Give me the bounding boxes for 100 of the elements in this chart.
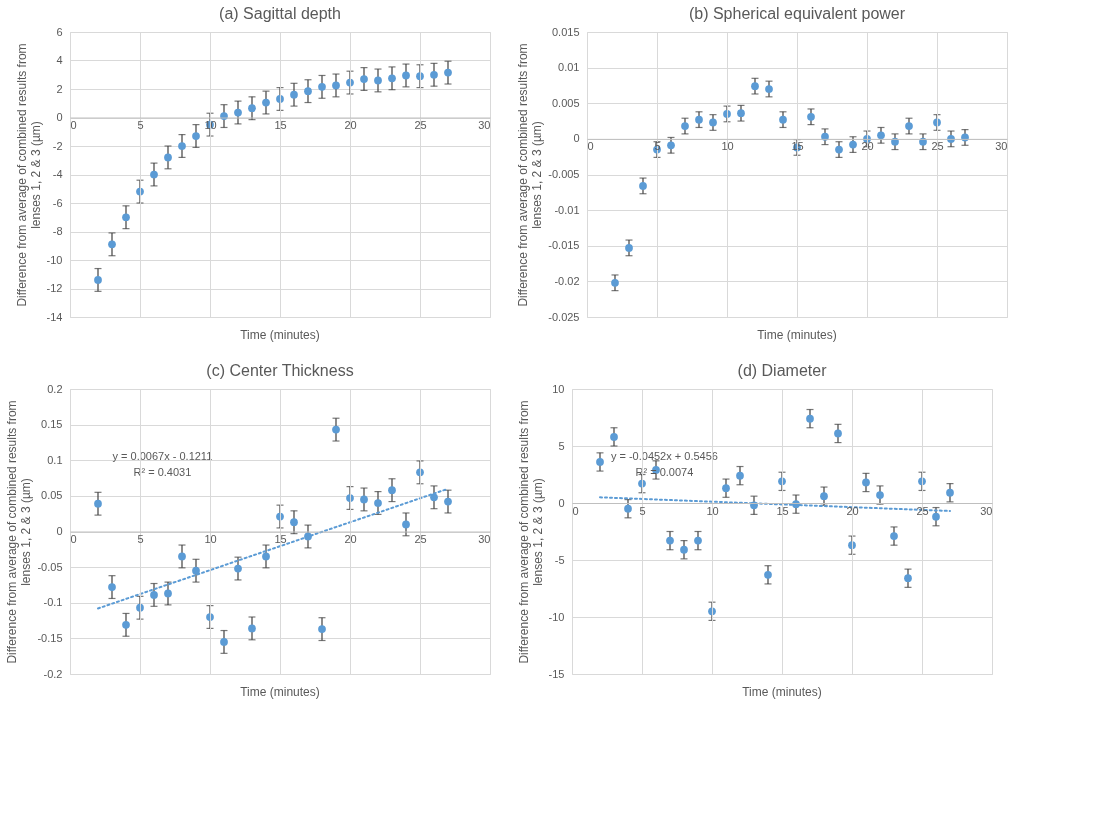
y-tick-label: 0.15 [41, 418, 63, 431]
y-tick-label: 0.05 [41, 489, 63, 502]
point [736, 471, 744, 480]
point [765, 85, 773, 93]
point [332, 81, 340, 90]
y-tick-label: 0 [56, 525, 63, 537]
point [835, 145, 843, 154]
y-tick-label: 6 [56, 25, 63, 38]
x-tick-label: 10 [204, 533, 217, 545]
point [220, 638, 228, 646]
chart-title: (d) Diameter [737, 362, 828, 379]
y-tick-label: -0.05 [37, 560, 63, 573]
point [849, 140, 857, 149]
y-tick-label: 0.015 [551, 25, 580, 38]
y-tick-label: -0.02 [554, 274, 580, 287]
point [694, 536, 702, 545]
y-tick-label: 4 [56, 54, 63, 66]
x-tick-label: 10 [721, 140, 734, 153]
x-tick-label: 30 [980, 504, 993, 517]
y-tick-label: 0.2 [47, 382, 63, 395]
point [360, 75, 368, 83]
y-tick-label: -0.005 [548, 168, 580, 180]
point [262, 98, 270, 107]
point [248, 104, 256, 113]
point [932, 512, 940, 521]
point [108, 240, 116, 249]
point [430, 70, 438, 79]
x-tick-label: 5 [137, 119, 144, 131]
point [905, 122, 913, 130]
point [876, 491, 884, 499]
point [919, 137, 927, 146]
point [764, 570, 772, 579]
point [374, 76, 382, 85]
y-axis-title: Difference from average of combined results from lenses 1, 2 & 3 (µm) [516, 400, 545, 664]
point [388, 486, 396, 495]
point [388, 74, 396, 83]
y-tick-label: 0 [558, 496, 565, 509]
y-tick-label: -0.2 [43, 667, 63, 680]
y-tick-label: -6 [52, 196, 63, 209]
point [248, 624, 256, 633]
y-tick-label: -10 [46, 253, 63, 266]
x-tick-label: 0 [587, 140, 594, 153]
chart-title: (b) Spherical equivalent power [688, 5, 906, 22]
x-tick-label: 30 [478, 119, 491, 131]
x-tick-label: 25 [931, 140, 944, 153]
point [680, 545, 688, 554]
point [821, 132, 829, 141]
y-tick-label: -10 [548, 610, 565, 623]
point [709, 118, 717, 127]
y-axis-title: Difference from average of combined results from lenses 1, 2 & 3 (µm) [5, 400, 34, 664]
x-tick-label: 30 [995, 140, 1008, 153]
point [722, 484, 730, 493]
point [178, 142, 186, 150]
point [904, 574, 912, 583]
point [164, 589, 172, 598]
x-tick-label: 20 [861, 140, 874, 153]
x-tick-label: 5 [639, 504, 646, 517]
point [737, 109, 745, 118]
point [304, 87, 312, 95]
x-tick-label: 20 [344, 119, 357, 131]
y-tick-label: -5 [554, 553, 565, 566]
x-axis-title: Time (minutes) [240, 328, 320, 342]
point [234, 108, 242, 117]
point [290, 518, 298, 527]
point [877, 131, 885, 140]
y-tick-label: -2 [52, 139, 63, 152]
point [695, 115, 703, 124]
point [681, 122, 689, 130]
point [94, 499, 102, 508]
point [834, 429, 842, 438]
point [346, 494, 354, 502]
point [820, 492, 828, 501]
y-tick-label: -4 [52, 168, 63, 180]
point [164, 153, 172, 162]
point [206, 613, 214, 621]
point [946, 488, 954, 497]
x-tick-label: 10 [706, 504, 719, 517]
point [332, 425, 340, 434]
x-tick-label: 15 [776, 504, 789, 517]
y-tick-label: -0.1 [43, 596, 63, 609]
point [891, 137, 899, 146]
point [150, 591, 158, 599]
point [779, 115, 787, 124]
point [94, 276, 102, 284]
point [807, 112, 815, 121]
x-tick-label: 5 [137, 533, 144, 545]
point [639, 182, 647, 190]
y-tick-label: -8 [52, 225, 63, 237]
point [374, 499, 382, 507]
y-tick-label: 0.01 [558, 61, 580, 74]
chart-title: (a) Sagittal depth [219, 5, 341, 22]
point [723, 110, 731, 118]
y-tick-label: 5 [558, 439, 565, 452]
point [611, 278, 619, 287]
x-tick-label: 25 [414, 533, 427, 545]
point [625, 244, 633, 252]
point [751, 82, 759, 91]
y-tick-label: -15 [548, 667, 565, 680]
point [108, 583, 116, 591]
x-tick-label: 25 [414, 119, 427, 131]
